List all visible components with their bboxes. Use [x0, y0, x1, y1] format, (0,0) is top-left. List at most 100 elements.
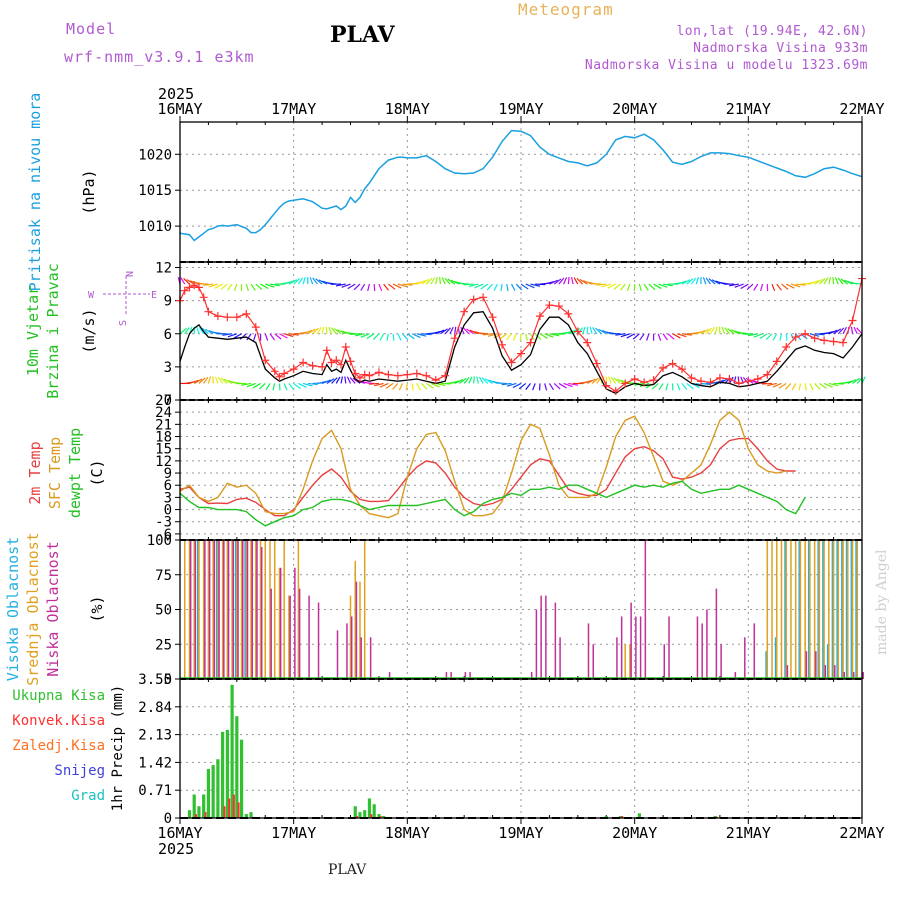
- wind-gust-marker: [526, 338, 535, 347]
- y-tick-label: 0.71: [138, 783, 172, 799]
- wind-gust-marker: [280, 369, 289, 378]
- dewpoint-line: [179, 480, 806, 527]
- wind-barb: [525, 333, 528, 341]
- wind-gust-marker: [659, 363, 668, 372]
- wind-barb: [576, 277, 583, 285]
- elevation-text: Nadmorska Visina 933m: [693, 41, 868, 56]
- wind-barb: [646, 333, 650, 341]
- wind-barb: [480, 283, 489, 290]
- wind-barb: [246, 333, 252, 341]
- conv-precip-bar: [621, 816, 624, 818]
- y-tick-label: 6: [164, 327, 172, 343]
- total-precip-bar: [221, 731, 225, 818]
- wind-barb: [724, 327, 730, 335]
- wind-barb: [823, 277, 829, 285]
- wind-gust-marker: [507, 358, 516, 367]
- wind-barb: [468, 283, 479, 287]
- wind-barb: [691, 277, 697, 285]
- wind-gust-marker: [753, 375, 762, 384]
- y-tick-label: 3.55: [138, 672, 172, 688]
- wind-barb: [856, 327, 863, 335]
- temp-sfc-line: [179, 411, 787, 519]
- wind-barb: [598, 328, 607, 335]
- wind-barb: [672, 333, 681, 339]
- wind-barb: [847, 379, 857, 384]
- wind-barb: [344, 376, 347, 384]
- wind-barb: [458, 282, 469, 285]
- wind-barb: [279, 333, 288, 339]
- wind-barb: [544, 333, 554, 338]
- wind-gust-marker: [180, 286, 189, 295]
- wind-barb: [519, 333, 522, 341]
- wind-barb: [510, 283, 516, 291]
- wind-barb: [360, 283, 366, 291]
- total-precip-bar: [202, 794, 206, 818]
- wind-gust-marker: [199, 293, 208, 302]
- wind-barb: [397, 283, 408, 288]
- wind-barb: [853, 326, 858, 335]
- wind-barb: [582, 379, 592, 385]
- total-precip-bar: [230, 684, 234, 818]
- total-precip-bar: [187, 810, 192, 818]
- wind-barb: [255, 283, 263, 291]
- wind-gust-marker: [734, 379, 743, 388]
- wind-gust-marker: [630, 375, 639, 384]
- wind-barb: [288, 279, 297, 285]
- total-precip-bar: [377, 814, 381, 818]
- x-tick-label-top: 20MAY: [612, 100, 657, 118]
- wind-gust-marker: [422, 371, 431, 380]
- high-cloud-label: Visoka Oblacnost: [4, 537, 22, 682]
- wind-dir-e: E: [151, 290, 157, 301]
- wind-barb: [203, 376, 209, 384]
- pressure-axis-label: Pritisak na nivou mora: [26, 93, 44, 292]
- total-precip-bar: [358, 812, 362, 818]
- wind-barb: [388, 283, 396, 290]
- wind-barb: [518, 382, 527, 390]
- wind-barb: [667, 333, 675, 340]
- wind-barb: [779, 333, 783, 341]
- wind-barb: [184, 327, 190, 335]
- wind-barb: [379, 382, 389, 388]
- wind-barb: [595, 327, 602, 335]
- wind-barb: [481, 377, 489, 384]
- wind-barb: [852, 377, 860, 384]
- wind-barb: [487, 333, 498, 337]
- wind-gust-marker: [621, 379, 630, 388]
- wind-speed-line: [179, 311, 863, 395]
- wind-barb: [785, 383, 792, 390]
- wind-barb: [474, 283, 484, 289]
- temp-dew-label: dewpt Temp: [66, 428, 84, 518]
- wind-barb: [632, 333, 640, 340]
- wind-barb: [265, 383, 271, 391]
- wind-barb: [525, 383, 531, 390]
- wind-barb: [587, 378, 596, 384]
- wind-barb: [840, 278, 849, 285]
- total-precip-bar: [235, 716, 239, 818]
- conv-precip-bar: [356, 816, 359, 818]
- wind-barb: [307, 328, 316, 335]
- wind-gust-marker: [801, 329, 810, 338]
- wind-barb: [196, 326, 200, 334]
- wind-barb: [653, 283, 662, 290]
- x-tick-label-bottom: 18MAY: [385, 824, 430, 842]
- wind-gust-marker: [412, 369, 421, 378]
- wind-gust-marker: [384, 370, 393, 379]
- wind-gust-marker: [564, 309, 573, 318]
- wind-barb: [700, 328, 709, 335]
- wind-barb: [781, 283, 789, 290]
- total-precip-bar: [197, 806, 201, 818]
- wind-barb: [708, 278, 716, 285]
- wind-barb: [601, 283, 612, 288]
- wind-gust-marker: [469, 295, 478, 304]
- wind-barb: [705, 327, 713, 335]
- wind-barb: [686, 278, 694, 285]
- wind-gust-marker: [450, 334, 459, 343]
- wind-gust-marker: [346, 357, 355, 366]
- wind-barb: [506, 283, 509, 292]
- wind-barb: [227, 283, 233, 291]
- wind-barb: [771, 283, 776, 292]
- wind-barb: [293, 278, 301, 285]
- wind-barb: [765, 333, 773, 340]
- wind-barb: [832, 277, 835, 285]
- wind-gust-marker: [649, 376, 658, 385]
